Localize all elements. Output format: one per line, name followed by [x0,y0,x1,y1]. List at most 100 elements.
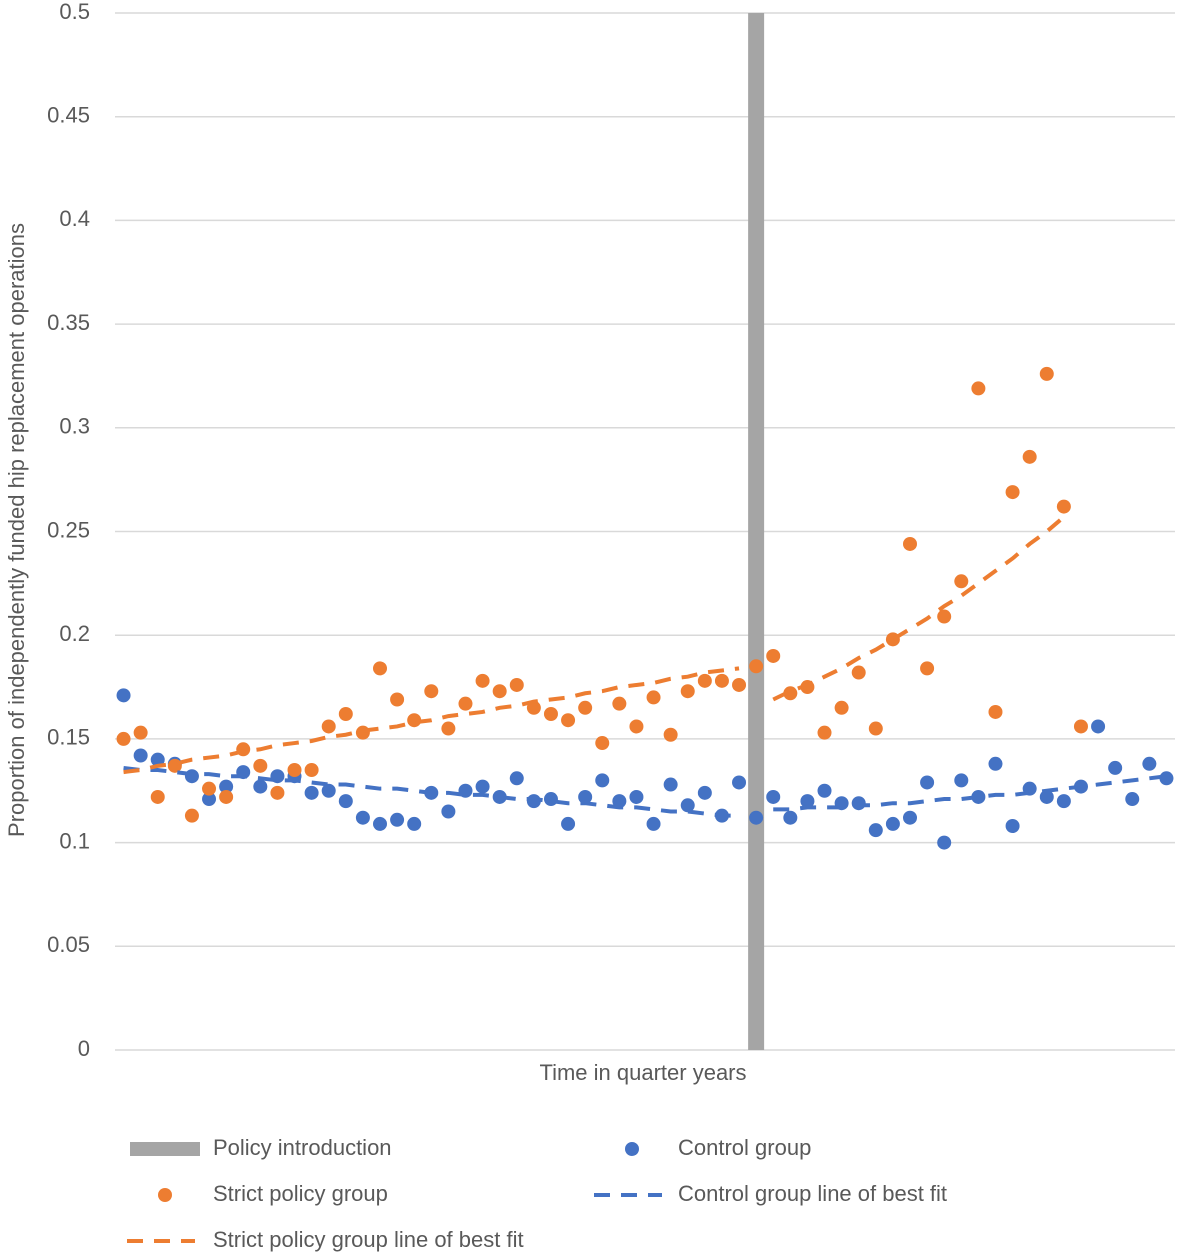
scatter-point [321,783,336,798]
scatter-point [253,758,268,773]
scatter-point [1073,719,1088,734]
scatter-point [390,692,405,707]
scatter-point [851,796,866,811]
scatter-point [270,769,285,784]
scatter-point [903,810,917,825]
scatter-point [561,816,576,831]
scatter-point [988,756,1003,771]
scatter-point [697,785,712,800]
legend-marker [158,1188,172,1202]
scatter-point [475,673,490,688]
scatter-point [954,574,969,589]
scatter-point [680,684,695,699]
y-axis-title: Proportion of independently funded hip r… [4,223,29,837]
y-tick-label: 0.15 [47,725,90,750]
scatter-point [749,810,764,825]
scatter-point [1142,756,1157,771]
scatter-point [937,835,952,850]
scatter-point [680,798,695,813]
scatter-point [373,661,387,676]
y-tick-label: 0.1 [59,828,90,853]
scatter-point [1125,792,1140,807]
scatter-point [509,677,524,692]
scatter-point [663,727,678,742]
scatter-point [714,673,729,688]
scatter-point [304,785,319,800]
scatter-point [732,677,747,692]
scatter-point [578,700,593,715]
scatter-point [492,684,507,699]
scatter-point [749,659,764,674]
scatter-point [1039,789,1054,804]
scatter-point [920,661,935,676]
scatter-point [355,810,370,825]
scatter-point [1022,449,1037,464]
y-tick-label: 0.45 [47,103,90,128]
y-tick-label: 0.5 [59,0,90,24]
y-tick-label: 0.4 [59,206,90,231]
scatter-point [338,707,353,722]
policy-bar [748,13,765,1050]
scatter-point [1056,499,1071,514]
scatter-point [150,789,165,804]
scatter-point [988,704,1003,719]
scatter-point [971,789,986,804]
y-tick-label: 0 [78,1036,90,1061]
scatter-point [937,609,952,624]
y-tick-label: 0.35 [47,310,90,335]
scatter-point [920,775,935,790]
scatter-point [612,696,627,711]
y-tick-label: 0.3 [59,414,90,439]
scatter-point [783,810,798,825]
legend-label: Strict policy group [213,1181,388,1206]
scatter-point [287,763,302,778]
scatter-point [116,731,131,746]
x-axis-title: Time in quarter years [539,1060,746,1085]
trend-line [123,666,740,775]
scatter-point [646,816,661,831]
scatter-point [817,725,832,740]
scatter-point [509,771,524,786]
scatter-point [800,794,815,809]
scatter-point [766,789,781,804]
legend-label: Policy introduction [213,1135,392,1160]
scatter-point [543,792,558,807]
legend-label: Strict policy group line of best fit [213,1227,524,1252]
scatter-point [561,713,576,728]
scatter-point [629,719,644,734]
scatter-point [304,763,319,778]
scatter-point [851,665,866,680]
scatter-point [390,812,405,827]
scatter-point [321,719,336,734]
scatter-point [270,785,285,800]
scatter-point [184,808,199,823]
legend-label: Control group [678,1135,811,1160]
scatter-point [629,789,644,804]
scatter-point [1108,760,1123,775]
scatter-point [202,781,217,796]
scatter-point [578,789,593,804]
scatter-point [492,789,507,804]
scatter-point [133,748,148,763]
scatter-point [868,721,883,736]
scatter-point [903,536,917,551]
scatter-point [817,783,832,798]
scatter-point [783,686,798,701]
scatter-point [441,721,456,736]
trend-line [773,774,1167,812]
scatter-point [885,816,900,831]
trend-line [123,765,740,818]
scatter-point [407,816,422,831]
trend-line [772,515,1066,702]
scatter-point [766,648,781,663]
scatter-point [868,823,883,838]
scatter-point [338,794,353,809]
y-tick-label: 0.2 [59,621,90,646]
scatter-point [1091,719,1106,734]
y-tick-label: 0.05 [47,932,90,957]
scatter-point [458,783,473,798]
legend-label: Control group line of best fit [678,1181,947,1206]
scatter-point [971,381,986,396]
scatter-point [219,789,234,804]
scatter-point [663,777,678,792]
